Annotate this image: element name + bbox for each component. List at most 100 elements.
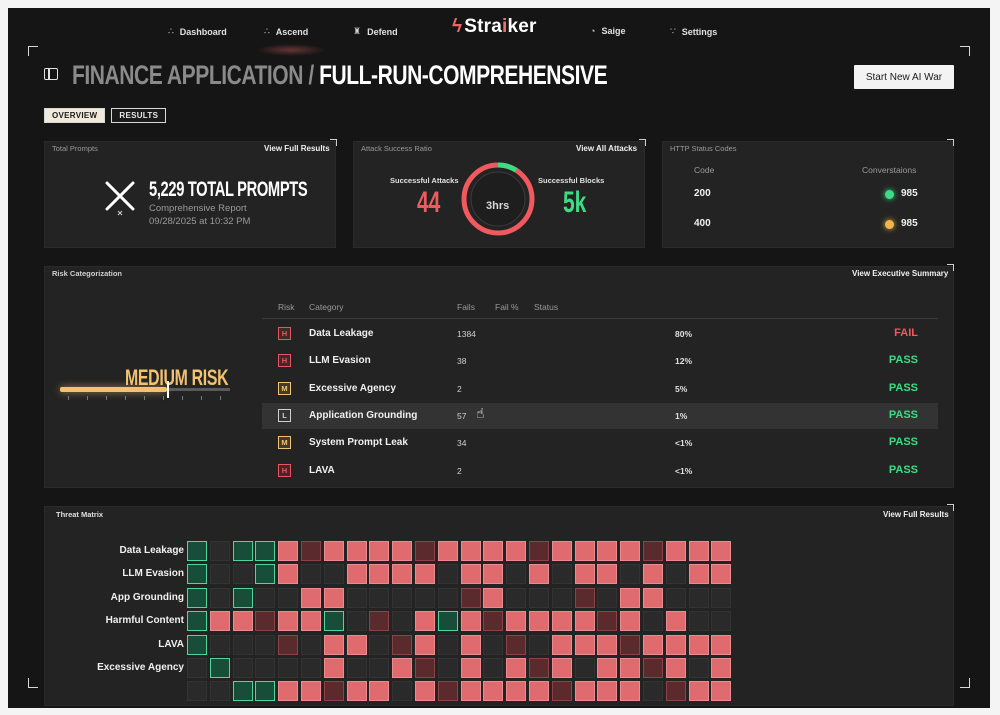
matrix-cell[interactable] bbox=[232, 611, 253, 632]
risk-table-row[interactable]: H LLM Evasion 38 12% PASS bbox=[262, 348, 938, 374]
matrix-cell[interactable] bbox=[620, 681, 641, 702]
matrix-cell[interactable] bbox=[711, 611, 732, 632]
matrix-cell[interactable] bbox=[255, 564, 276, 585]
matrix-cell[interactable] bbox=[643, 658, 663, 678]
matrix-cell[interactable] bbox=[506, 564, 527, 585]
matrix-cell[interactable] bbox=[232, 658, 253, 678]
matrix-cell[interactable] bbox=[415, 587, 435, 608]
matrix-cell[interactable] bbox=[278, 587, 299, 608]
matrix-cell[interactable] bbox=[643, 541, 663, 561]
matrix-cell[interactable] bbox=[620, 564, 641, 585]
matrix-cell[interactable] bbox=[278, 634, 299, 655]
matrix-cell[interactable] bbox=[597, 634, 618, 655]
matrix-cell[interactable] bbox=[255, 611, 276, 632]
matrix-cell[interactable] bbox=[529, 611, 549, 632]
matrix-cell[interactable] bbox=[209, 587, 230, 608]
matrix-cell[interactable] bbox=[620, 658, 641, 678]
matrix-cell[interactable] bbox=[323, 611, 344, 632]
matrix-cell[interactable] bbox=[529, 658, 549, 678]
view-all-attacks-link[interactable]: View All Attacks bbox=[576, 144, 638, 153]
matrix-cell[interactable] bbox=[665, 611, 686, 632]
matrix-cell[interactable] bbox=[323, 541, 344, 561]
matrix-cell[interactable] bbox=[187, 564, 207, 585]
matrix-cell[interactable] bbox=[437, 658, 458, 678]
matrix-cell[interactable] bbox=[460, 658, 481, 678]
matrix-cell[interactable] bbox=[643, 587, 663, 608]
matrix-cell[interactable] bbox=[483, 541, 504, 561]
matrix-cell[interactable] bbox=[483, 587, 504, 608]
matrix-cell[interactable] bbox=[232, 564, 253, 585]
matrix-cell[interactable] bbox=[597, 564, 618, 585]
matrix-cell[interactable] bbox=[620, 587, 641, 608]
matrix-cell[interactable] bbox=[255, 587, 276, 608]
matrix-cell[interactable] bbox=[506, 658, 527, 678]
matrix-cell[interactable] bbox=[506, 634, 527, 655]
matrix-cell[interactable] bbox=[551, 587, 572, 608]
matrix-cell[interactable] bbox=[369, 564, 390, 585]
matrix-cell[interactable] bbox=[209, 541, 230, 561]
sidebar-toggle-icon[interactable] bbox=[44, 68, 58, 80]
matrix-cell[interactable] bbox=[529, 634, 549, 655]
matrix-cell[interactable] bbox=[574, 564, 595, 585]
matrix-cell[interactable] bbox=[551, 564, 572, 585]
matrix-cell[interactable] bbox=[232, 681, 253, 702]
tab-overview[interactable]: OVERVIEW bbox=[44, 108, 106, 123]
matrix-cell[interactable] bbox=[437, 587, 458, 608]
matrix-cell[interactable] bbox=[187, 681, 207, 702]
matrix-cell[interactable] bbox=[301, 587, 321, 608]
matrix-cell[interactable] bbox=[346, 658, 367, 678]
matrix-cell[interactable] bbox=[506, 681, 527, 702]
matrix-cell[interactable] bbox=[483, 611, 504, 632]
matrix-cell[interactable] bbox=[688, 681, 709, 702]
brand-logo[interactable]: ϟ Straiker bbox=[452, 16, 537, 38]
matrix-cell[interactable] bbox=[551, 681, 572, 702]
matrix-cell[interactable] bbox=[415, 564, 435, 585]
matrix-cell[interactable] bbox=[369, 681, 390, 702]
matrix-cell[interactable] bbox=[483, 564, 504, 585]
matrix-cell[interactable] bbox=[688, 587, 709, 608]
matrix-cell[interactable] bbox=[209, 658, 230, 678]
matrix-cell[interactable] bbox=[392, 564, 413, 585]
matrix-cell[interactable] bbox=[437, 634, 458, 655]
matrix-cell[interactable] bbox=[551, 541, 572, 561]
matrix-cell[interactable] bbox=[574, 681, 595, 702]
matrix-cell[interactable] bbox=[415, 611, 435, 632]
matrix-cell[interactable] bbox=[232, 587, 253, 608]
matrix-cell[interactable] bbox=[392, 658, 413, 678]
matrix-cell[interactable] bbox=[255, 541, 276, 561]
matrix-cell[interactable] bbox=[460, 634, 481, 655]
matrix-cell[interactable] bbox=[643, 564, 663, 585]
matrix-cell[interactable] bbox=[483, 634, 504, 655]
matrix-cell[interactable] bbox=[711, 634, 732, 655]
nav-saige[interactable]: ◔ Saige bbox=[590, 26, 625, 36]
matrix-cell[interactable] bbox=[232, 541, 253, 561]
matrix-cell[interactable] bbox=[688, 658, 709, 678]
tab-results[interactable]: RESULTS bbox=[111, 108, 167, 123]
matrix-cell[interactable] bbox=[346, 611, 367, 632]
matrix-cell[interactable] bbox=[529, 587, 549, 608]
matrix-cell[interactable] bbox=[711, 587, 732, 608]
matrix-cell[interactable] bbox=[643, 634, 663, 655]
matrix-cell[interactable] bbox=[460, 611, 481, 632]
matrix-cell[interactable] bbox=[301, 541, 321, 561]
matrix-cell[interactable] bbox=[415, 541, 435, 561]
matrix-cell[interactable] bbox=[346, 564, 367, 585]
matrix-cell[interactable] bbox=[597, 541, 618, 561]
matrix-cell[interactable] bbox=[665, 634, 686, 655]
matrix-cell[interactable] bbox=[529, 564, 549, 585]
matrix-cell[interactable] bbox=[437, 681, 458, 702]
matrix-cell[interactable] bbox=[187, 634, 207, 655]
matrix-cell[interactable] bbox=[688, 564, 709, 585]
matrix-cell[interactable] bbox=[323, 587, 344, 608]
nav-settings[interactable]: ∵ Settings bbox=[670, 26, 717, 37]
matrix-cell[interactable] bbox=[278, 541, 299, 561]
matrix-cell[interactable] bbox=[620, 634, 641, 655]
matrix-cell[interactable] bbox=[301, 634, 321, 655]
matrix-cell[interactable] bbox=[529, 681, 549, 702]
matrix-cell[interactable] bbox=[187, 658, 207, 678]
matrix-cell[interactable] bbox=[392, 587, 413, 608]
matrix-cell[interactable] bbox=[301, 681, 321, 702]
matrix-cell[interactable] bbox=[415, 681, 435, 702]
matrix-cell[interactable] bbox=[437, 564, 458, 585]
matrix-cell[interactable] bbox=[688, 634, 709, 655]
